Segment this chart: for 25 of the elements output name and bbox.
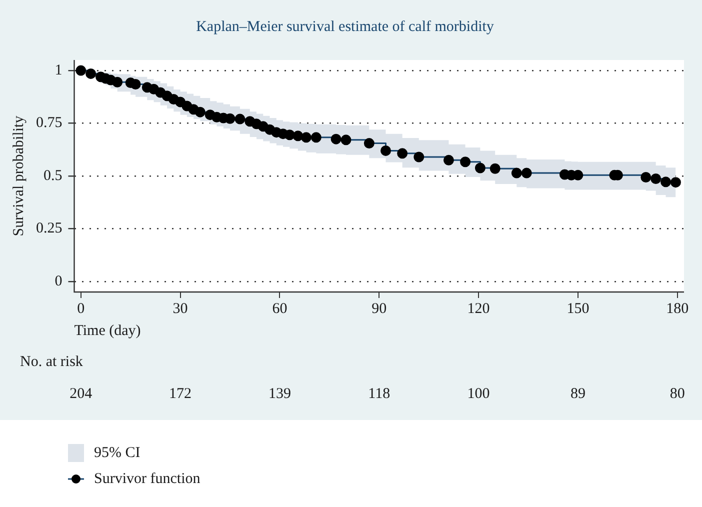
x-tick-label: 180 xyxy=(666,300,689,317)
text: 172 xyxy=(169,386,192,402)
chart-title: Kaplan–Meier survival estimate of calf morbidity xyxy=(196,18,494,35)
text: No. at risk xyxy=(20,354,84,370)
y-tick-label: 0.5 xyxy=(44,168,62,184)
y-tick-label: 0.75 xyxy=(36,115,62,132)
text: 118 xyxy=(368,386,390,402)
x-tick-label: 150 xyxy=(566,300,590,317)
text: 204 xyxy=(70,386,93,402)
text: 100 xyxy=(467,386,490,402)
x-tick-label: 90 xyxy=(372,300,387,317)
x-axis-title: Time (day) xyxy=(74,322,141,339)
y-tick-label: 0.25 xyxy=(36,220,62,237)
x-tick-label: 120 xyxy=(467,300,490,317)
x-tick-label: 0 xyxy=(77,300,85,317)
y-tick-label: 0 xyxy=(54,273,62,290)
y-axis-title: Survival probability xyxy=(10,115,27,236)
x-tick-label: 30 xyxy=(172,300,188,317)
x-tick-label: 60 xyxy=(272,300,288,317)
text: 95% CI xyxy=(94,444,140,462)
legend-label: Survivor function xyxy=(94,470,200,488)
y-tick-label: 1 xyxy=(54,62,62,78)
text: 80 xyxy=(670,386,685,402)
text: 139 xyxy=(268,386,291,402)
text: 89 xyxy=(570,386,586,402)
